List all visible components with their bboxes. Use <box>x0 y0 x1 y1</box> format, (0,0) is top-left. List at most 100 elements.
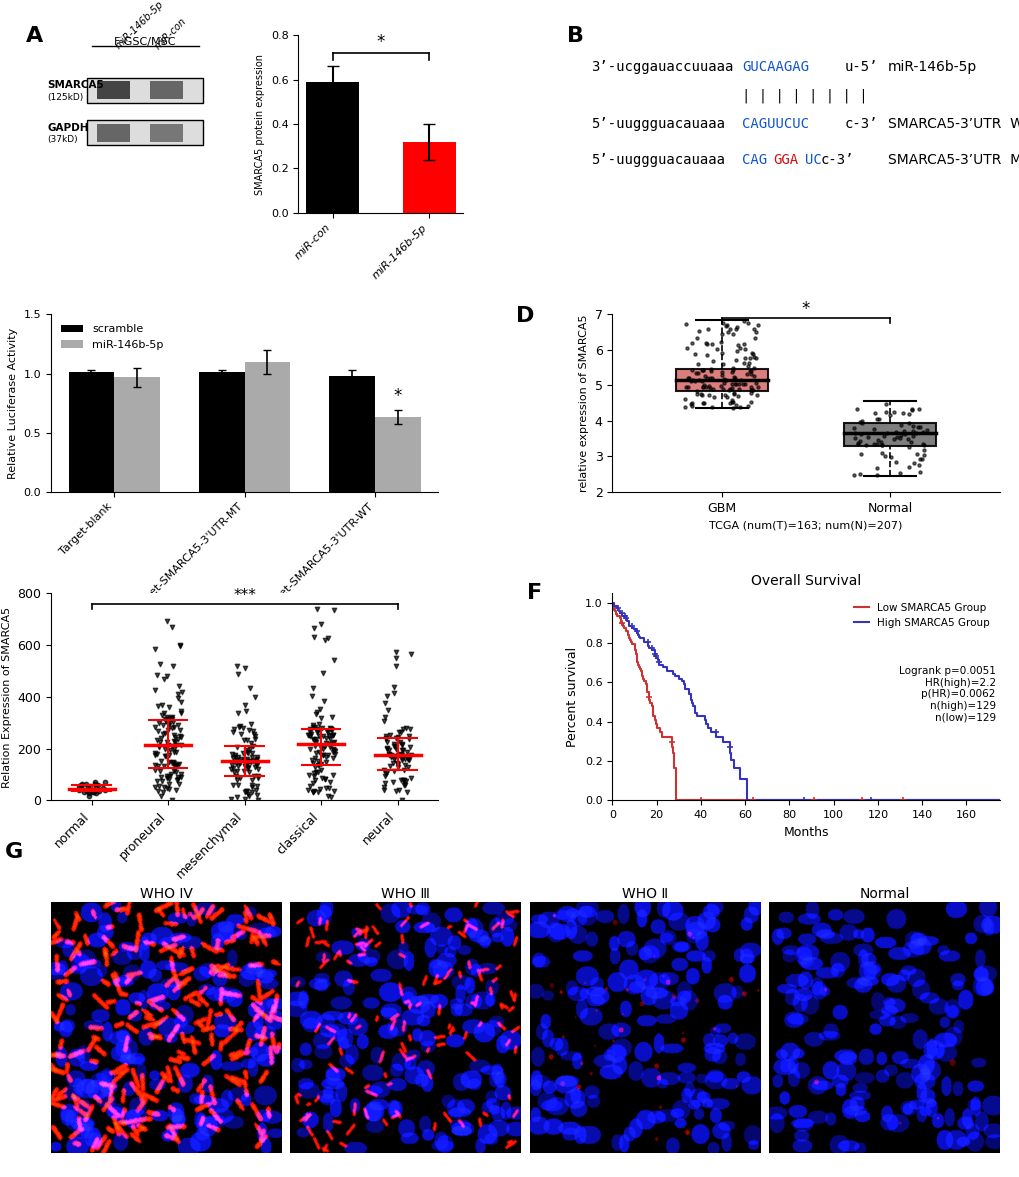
Bar <box>403 141 455 213</box>
Point <box>324 726 340 745</box>
Point <box>248 750 264 769</box>
Point <box>244 744 260 763</box>
Point <box>895 421 911 440</box>
Point <box>378 730 394 749</box>
Low SMARCA5 Group <box>993 793 1005 807</box>
Point <box>158 707 174 726</box>
Point <box>235 762 252 780</box>
Point <box>749 315 765 334</box>
Point <box>909 418 925 437</box>
Point <box>713 325 730 344</box>
Point <box>155 725 171 744</box>
Point <box>224 723 240 742</box>
Point <box>239 759 256 778</box>
Point <box>701 379 717 398</box>
Point <box>318 729 334 747</box>
Point <box>168 771 184 790</box>
Low SMARCA5 Group <box>605 597 618 611</box>
Point <box>245 752 261 771</box>
Point <box>723 392 740 411</box>
Point <box>738 365 754 384</box>
Text: D: D <box>516 306 534 326</box>
Point <box>384 753 400 772</box>
Point <box>154 696 170 714</box>
Point <box>322 738 338 757</box>
Point <box>242 678 258 697</box>
Point <box>160 767 176 786</box>
Point <box>172 767 189 786</box>
Point <box>717 371 734 390</box>
Point <box>325 782 341 800</box>
Point <box>914 440 930 459</box>
Low SMARCA5 Group <box>928 793 941 807</box>
Point <box>164 718 180 737</box>
Point <box>683 372 699 391</box>
Point <box>163 710 179 729</box>
Point <box>324 726 340 745</box>
Point <box>152 654 168 673</box>
Point <box>878 424 895 443</box>
Text: A: A <box>26 26 44 46</box>
Point <box>902 433 918 452</box>
Point <box>401 769 418 787</box>
Point <box>396 756 413 774</box>
Point <box>376 778 392 797</box>
Point <box>319 722 335 740</box>
Point <box>728 374 744 393</box>
Point <box>914 445 930 464</box>
Point <box>311 743 327 762</box>
Point <box>325 743 341 762</box>
Text: SMARCA5: SMARCA5 <box>48 80 104 89</box>
Point <box>97 780 113 799</box>
Point <box>869 431 886 450</box>
Point <box>394 771 411 790</box>
Point <box>312 709 328 727</box>
Point <box>745 367 761 386</box>
Point <box>873 444 890 463</box>
Point <box>154 771 170 790</box>
Point <box>151 737 167 756</box>
Point <box>891 464 907 483</box>
Point <box>244 777 260 796</box>
Point <box>302 720 318 739</box>
Point <box>687 344 703 363</box>
Text: ***: *** <box>233 588 256 604</box>
Bar <box>97 124 130 141</box>
Bar <box>150 81 182 99</box>
Point <box>317 770 333 789</box>
Point <box>726 374 742 393</box>
Point <box>730 375 746 394</box>
Point <box>727 368 743 387</box>
Point <box>734 374 750 393</box>
Point <box>905 421 921 440</box>
Text: miR-146b-5p: miR-146b-5p <box>113 0 165 52</box>
Point <box>905 454 921 473</box>
Point <box>164 707 180 726</box>
Point <box>747 328 763 347</box>
Point <box>161 753 177 772</box>
Point <box>691 321 707 340</box>
Point <box>236 658 253 677</box>
Point <box>884 403 901 421</box>
Point <box>880 405 897 424</box>
Low SMARCA5 Group <box>740 793 752 807</box>
Point <box>725 367 741 386</box>
Point <box>722 375 739 394</box>
Point <box>868 435 884 454</box>
Point <box>244 747 260 766</box>
Point <box>238 731 255 750</box>
Point <box>159 667 175 686</box>
Point <box>735 334 751 353</box>
Point <box>245 737 261 756</box>
Text: CAG: CAG <box>741 153 766 166</box>
Point <box>744 345 760 364</box>
Point <box>904 417 920 435</box>
Point <box>312 760 328 779</box>
Text: (125kD): (125kD) <box>48 93 84 102</box>
Point <box>376 712 392 731</box>
Point <box>403 746 419 765</box>
Point <box>386 736 403 754</box>
Point <box>149 745 165 764</box>
Point <box>911 463 927 481</box>
Point <box>72 776 89 794</box>
